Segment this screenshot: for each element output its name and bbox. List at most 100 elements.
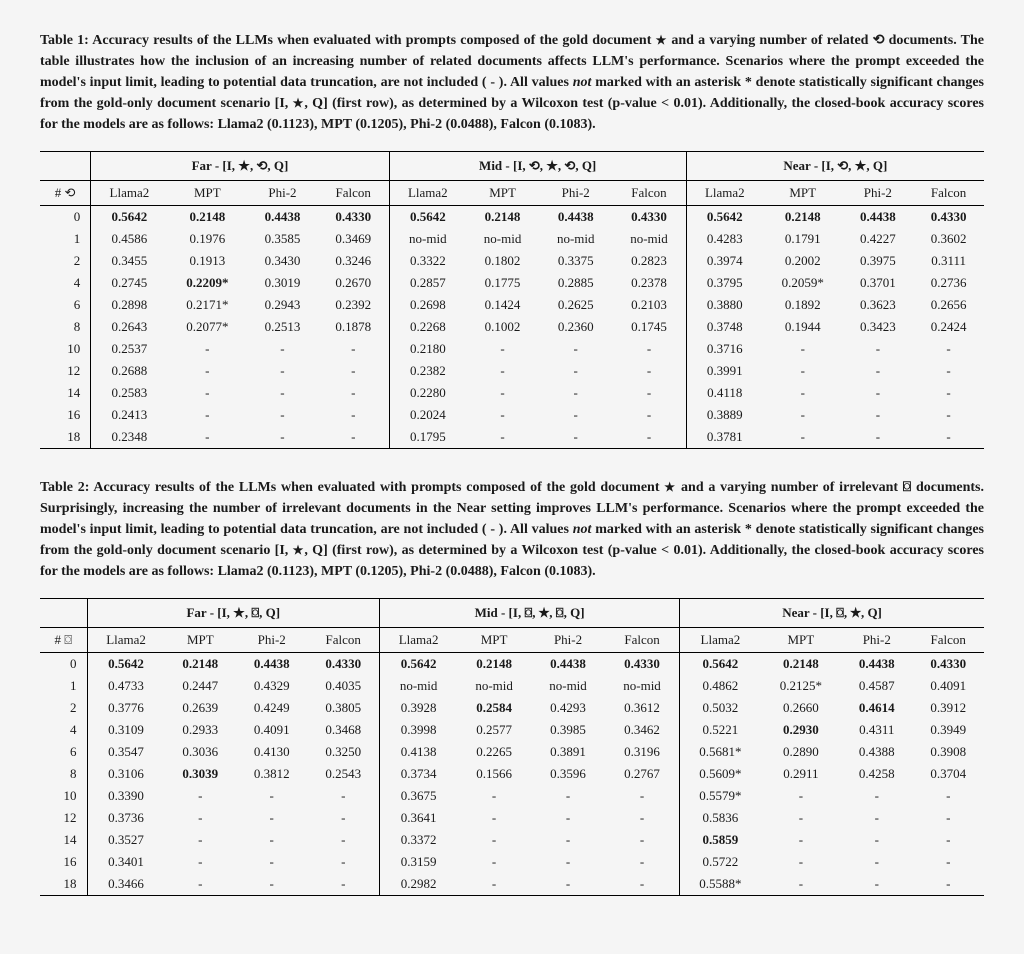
data-cell: 0.4283 [686,228,763,250]
data-cell: 0.2148 [763,206,843,229]
data-cell: 0.5579* [680,785,761,807]
data-cell: 0.5642 [380,653,458,676]
data-cell: 0.3781 [686,426,763,449]
data-cell: 0.4388 [841,741,912,763]
data-cell: 0.2688 [91,360,168,382]
data-cell: 0.4330 [912,653,984,676]
data-cell: no-mid [605,675,680,697]
data-cell: 0.1566 [457,763,531,785]
data-cell: - [466,360,539,382]
caption-text: and a varying number of irrelevant [676,480,902,495]
group-header-far: Far - [I, ★, ⌼, Q] [87,599,380,628]
data-cell: 0.5836 [680,807,761,829]
data-cell: - [761,807,841,829]
data-cell: 0.5642 [91,206,168,229]
data-cell: 0.3372 [380,829,458,851]
data-cell: 0.4586 [91,228,168,250]
data-cell: 0.2943 [247,294,318,316]
data-cell: 0.5588* [680,873,761,896]
col-header-Falcon: Falcon [912,628,984,653]
row-index: 12 [40,360,91,382]
row-index: 14 [40,382,91,404]
data-cell: 0.4138 [380,741,458,763]
data-cell: 0.4227 [843,228,914,250]
data-cell: - [168,338,248,360]
row-index: 6 [40,741,87,763]
data-cell: 0.2209* [168,272,248,294]
data-cell: 0.2767 [605,763,680,785]
data-cell: - [247,360,318,382]
data-cell: - [457,785,531,807]
data-cell: no-mid [531,675,605,697]
data-cell: 0.1913 [168,250,248,272]
data-cell: - [466,338,539,360]
star-icon: ★ [664,480,676,494]
col-header-MPT: MPT [168,181,248,206]
data-cell: 0.1775 [466,272,539,294]
row-index: 18 [40,426,91,449]
data-cell: 0.4130 [236,741,307,763]
data-cell: 0.4587 [841,675,912,697]
data-cell: - [539,382,612,404]
data-cell: 0.3975 [843,250,914,272]
data-cell: - [307,807,379,829]
data-cell: - [761,851,841,873]
data-cell: - [168,404,248,426]
row-index: 16 [40,851,87,873]
data-cell: - [457,829,531,851]
data-cell: - [841,785,912,807]
data-cell: 0.3375 [539,250,612,272]
data-cell: 0.1002 [466,316,539,338]
data-cell: 0.4091 [236,719,307,741]
data-cell: 0.2382 [389,360,466,382]
data-cell: - [247,338,318,360]
row-index: 2 [40,697,87,719]
data-cell: - [843,382,914,404]
data-cell: 0.3912 [912,697,984,719]
table2: Far - [I, ★, ⌼, Q]Mid - [I, ⌼, ★, ⌼, Q]N… [40,598,984,896]
data-cell: 0.4258 [841,763,912,785]
data-cell: 0.3527 [87,829,165,851]
data-cell: 0.3596 [531,763,605,785]
data-cell: 0.1745 [612,316,686,338]
data-cell: - [531,785,605,807]
row-index: 2 [40,250,91,272]
data-cell: 0.2171* [168,294,248,316]
caption-text: Table 1: Accuracy results of the LLMs wh… [40,33,656,48]
data-cell: 0.3469 [318,228,389,250]
data-cell: 0.1892 [763,294,843,316]
data-cell: - [236,807,307,829]
data-cell: 0.2424 [913,316,984,338]
data-cell: 0.2002 [763,250,843,272]
data-cell: - [612,382,686,404]
data-cell: 0.2911 [761,763,841,785]
data-cell: 0.2265 [457,741,531,763]
data-cell: - [457,807,531,829]
data-cell: 0.3159 [380,851,458,873]
related-icon: ⟲ [873,33,885,48]
data-cell: 0.3704 [912,763,984,785]
data-cell: - [466,404,539,426]
data-cell: 0.3455 [91,250,168,272]
data-cell: - [912,829,984,851]
data-cell: 0.4862 [680,675,761,697]
data-cell: 0.5609* [680,763,761,785]
data-cell: 0.4438 [247,206,318,229]
data-cell: - [466,382,539,404]
data-cell: - [307,785,379,807]
data-cell: - [531,807,605,829]
data-cell: 0.3036 [165,741,236,763]
data-cell: 0.4118 [686,382,763,404]
data-cell: 0.2413 [91,404,168,426]
col-header-Phi-2: Phi-2 [539,181,612,206]
row-index: 1 [40,228,91,250]
row-index: 16 [40,404,91,426]
data-cell: 0.3246 [318,250,389,272]
data-cell: 0.3250 [307,741,379,763]
data-cell: 0.3908 [912,741,984,763]
data-cell: no-mid [380,675,458,697]
data-cell: - [913,338,984,360]
data-cell: 0.5642 [686,206,763,229]
data-cell: 0.2360 [539,316,612,338]
col-header-Falcon: Falcon [612,181,686,206]
